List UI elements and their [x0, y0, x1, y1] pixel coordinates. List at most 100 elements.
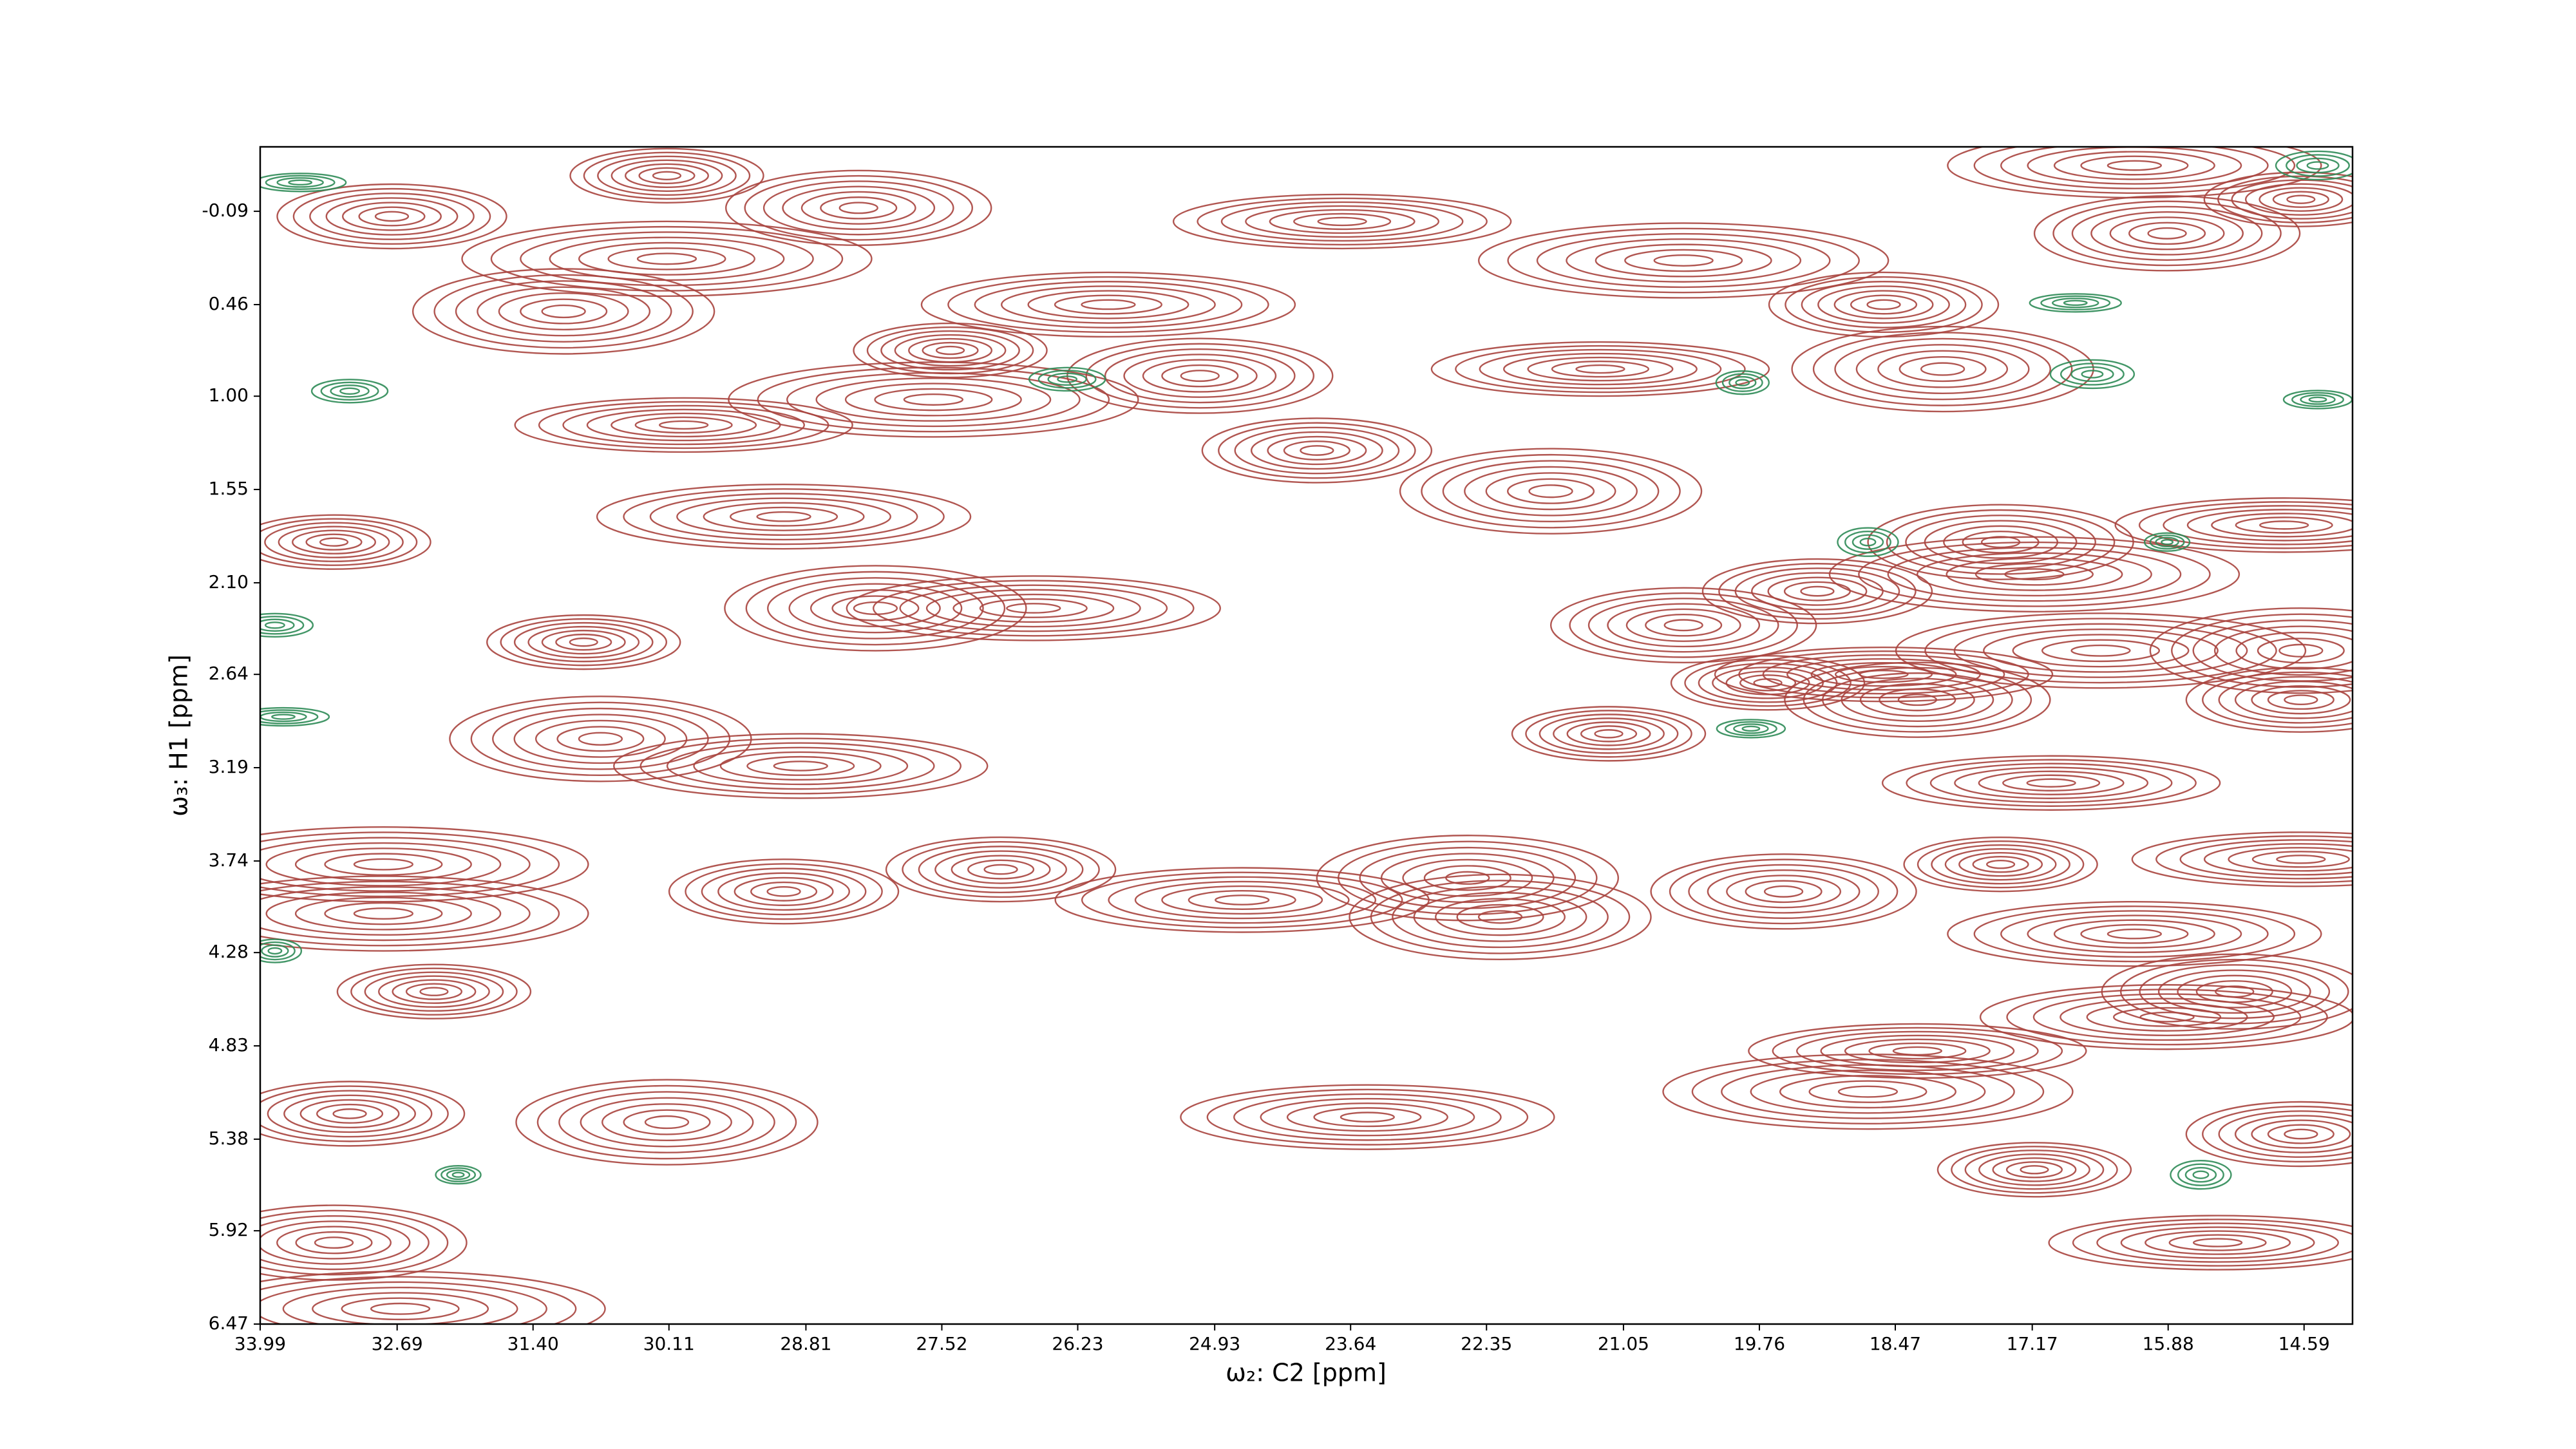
positive-contour: [920, 271, 1296, 338]
positive-contour: [1507, 227, 1860, 294]
positive-contour: [1435, 898, 1566, 936]
positive-contour: [639, 737, 962, 795]
positive-contour: [2168, 1234, 2267, 1251]
positive-contour: [2060, 998, 2275, 1037]
positive-contour: [1895, 612, 2307, 689]
positive-contour: [1920, 362, 1965, 376]
positive-contour: [1180, 1084, 1555, 1150]
positive-contour: [746, 755, 855, 776]
positive-contour: [1625, 608, 1741, 642]
positive-contour: [1669, 858, 1899, 925]
positive-contour: [853, 322, 1048, 379]
positive-contour: [1477, 910, 1523, 924]
positive-contour: [2235, 516, 2333, 534]
positive-contour: [1800, 585, 1835, 597]
positive-contour: [294, 848, 472, 882]
positive-contour: [527, 625, 640, 659]
positive-contour: [762, 180, 954, 236]
positive-contour: [903, 393, 964, 406]
positive-contour: [885, 836, 1117, 903]
positive-contour: [2027, 914, 2242, 953]
positive-contour: [1937, 1142, 2132, 1198]
positive-contour: [498, 292, 629, 330]
positive-contour: [2235, 631, 2353, 670]
x-tick-label: 14.59: [2278, 1333, 2330, 1354]
positive-contour: [967, 859, 1035, 880]
negative-contour: [2029, 293, 2122, 313]
positive-contour: [766, 886, 801, 897]
y-tick-label: 3.19: [209, 756, 249, 777]
positive-contour: [831, 595, 920, 621]
y-tick-label: 4.83: [209, 1034, 249, 1056]
positive-contour: [520, 231, 814, 287]
positive-contour: [1607, 603, 1761, 648]
positive-contour: [1855, 344, 2030, 394]
positive-contour: [260, 880, 560, 947]
positive-contour: [782, 185, 936, 231]
positive-contour: [1134, 880, 1350, 920]
x-tick-label: 28.81: [780, 1333, 831, 1354]
positive-contour: [597, 155, 737, 196]
x-tick-label: 33.99: [234, 1333, 286, 1354]
positive-contour: [2139, 1011, 2195, 1023]
positive-contour: [325, 197, 459, 236]
positive-contour: [1650, 853, 1917, 930]
positive-contour: [1503, 352, 1698, 386]
positive-contour: [541, 629, 626, 655]
positive-contour: [276, 183, 507, 250]
positive-contour: [638, 167, 696, 184]
positive-contour: [1283, 440, 1350, 460]
positive-contour: [1828, 536, 2240, 612]
negative-contour: [2184, 1167, 2217, 1183]
positive-contour: [1725, 670, 1810, 696]
positive-contour: [332, 1108, 367, 1119]
positive-contour: [500, 618, 668, 667]
positive-contour: [846, 575, 1221, 641]
positive-contour: [378, 975, 490, 1008]
negative-contour: [320, 381, 379, 401]
positive-contour: [292, 529, 377, 554]
positive-contour: [1837, 1085, 1899, 1098]
positive-contour: [1985, 859, 2016, 869]
positive-contour: [1539, 714, 1679, 754]
positive-contour: [2109, 216, 2225, 251]
positive-contour: [1924, 618, 2277, 684]
positive-contour: [1566, 721, 1651, 746]
negative-contour: [1728, 375, 1757, 390]
positive-contour: [562, 404, 805, 446]
positive-contour: [613, 733, 989, 799]
negative-contour: [2070, 366, 2114, 383]
positive-contour: [2203, 171, 2353, 227]
negative-contour: [1741, 725, 1761, 732]
x-tick-label: 23.64: [1325, 1333, 1376, 1354]
positive-contour: [558, 1091, 775, 1153]
positive-contour: [719, 751, 882, 781]
positive-contour: [701, 867, 867, 916]
positive-contour: [1293, 213, 1392, 231]
positive-contour: [2139, 964, 2331, 1019]
positive-contour: [623, 1109, 711, 1135]
positive-contour: [1812, 332, 2073, 406]
positive-contour: [874, 388, 993, 412]
negative-contour: [339, 387, 361, 395]
positive-contour: [1316, 835, 1620, 922]
negative-contour: [1733, 723, 1769, 734]
positive-contour: [1161, 885, 1323, 915]
positive-contour: [1817, 285, 1950, 324]
positive-contour: [555, 633, 612, 651]
positive-contour: [1834, 337, 2051, 401]
positive-contour: [283, 1094, 416, 1133]
positive-contour: [295, 1231, 373, 1255]
positive-contour: [1233, 1093, 1502, 1141]
positive-contour: [1953, 623, 2248, 678]
positive-contour: [693, 746, 909, 786]
positive-contour: [853, 601, 898, 616]
positive-contour: [1726, 875, 1842, 909]
positive-contour: [1796, 1030, 2039, 1072]
positive-contour: [2284, 1128, 2318, 1140]
positive-contour: [1081, 299, 1136, 310]
negative-contour: [2170, 1160, 2232, 1190]
positive-contour: [786, 372, 1081, 428]
negative-contour: [276, 177, 324, 188]
positive-contour: [514, 397, 853, 453]
